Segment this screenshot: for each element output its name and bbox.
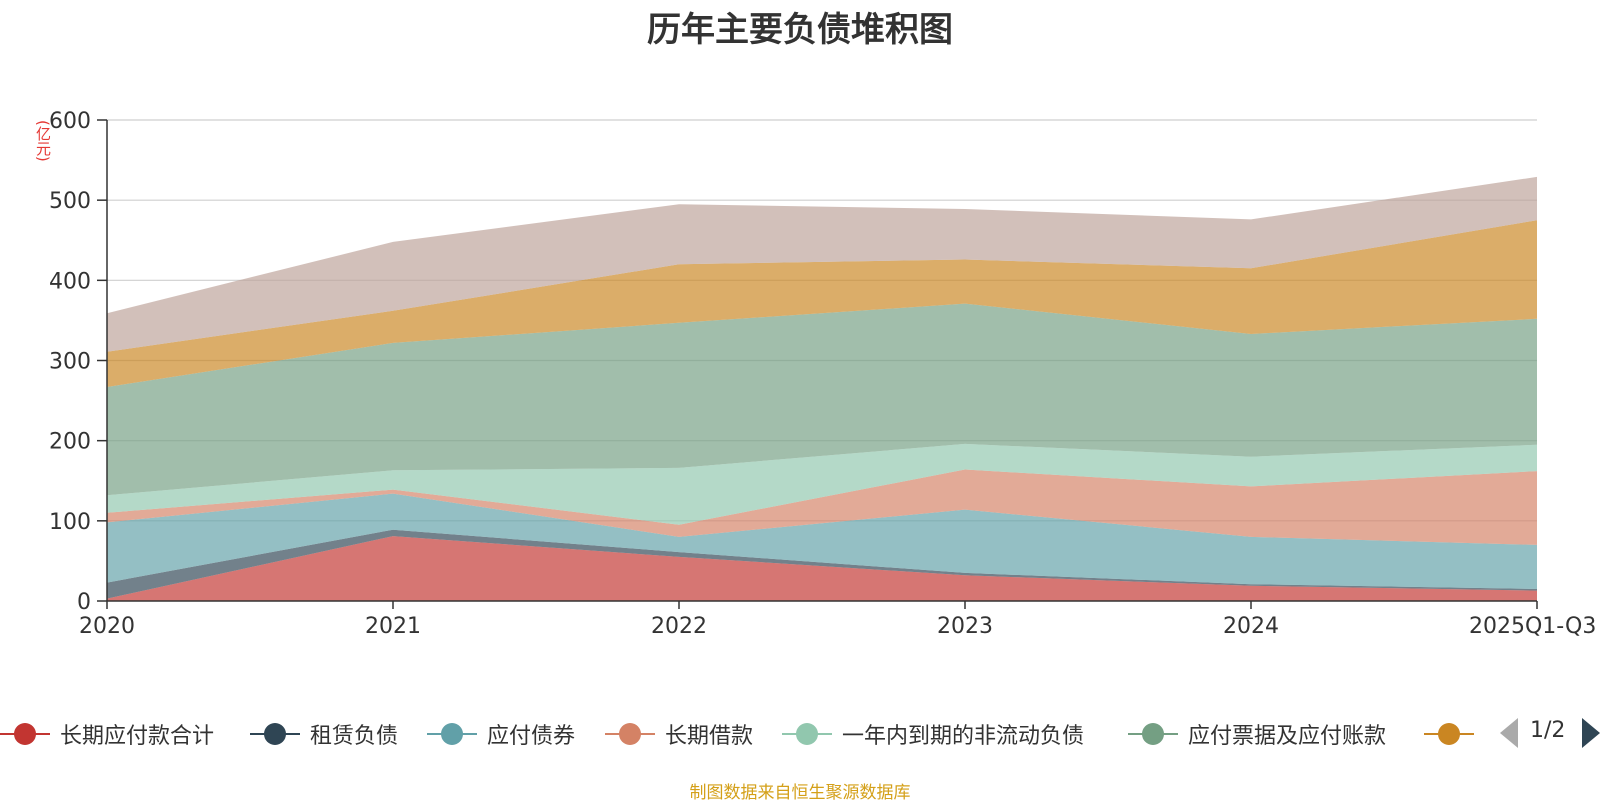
legend-marker-icon bbox=[605, 721, 655, 747]
area-series[interactable] bbox=[107, 529, 1537, 599]
legend-marker-icon bbox=[782, 721, 832, 747]
x-tick-label: 2023 bbox=[937, 614, 993, 639]
legend-item[interactable]: 长期应付款合计 bbox=[0, 716, 214, 752]
legend-label: 应付债券 bbox=[487, 724, 576, 749]
legend-label: 租赁负债 bbox=[310, 724, 399, 749]
legend-label: 长期应付款合计 bbox=[60, 724, 215, 749]
y-tick-label: 500 bbox=[49, 189, 91, 214]
legend-marker-icon bbox=[427, 721, 477, 747]
legend-item[interactable]: 租赁负债 bbox=[250, 716, 398, 752]
legend-marker-icon bbox=[1128, 721, 1178, 747]
legend-page-indicator: 1/2 bbox=[1530, 718, 1566, 743]
area-series[interactable] bbox=[107, 176, 1537, 352]
x-tick-label: 2020 bbox=[79, 614, 135, 639]
stacked-areas bbox=[107, 176, 1537, 601]
legend-label: 应付票据及应付账款 bbox=[1188, 724, 1387, 749]
legend-label: 一年内到期的非流动负债 bbox=[842, 724, 1085, 749]
y-tick-label: 0 bbox=[77, 590, 91, 615]
area-series[interactable] bbox=[107, 469, 1537, 545]
area-series[interactable] bbox=[107, 536, 1537, 601]
y-tick-label: 600 bbox=[49, 109, 91, 134]
area-series[interactable] bbox=[107, 303, 1537, 496]
legend-item[interactable]: 一年内到期的非流动负债 bbox=[782, 716, 1084, 752]
legend-next-page-icon[interactable] bbox=[1582, 718, 1600, 748]
area-series[interactable] bbox=[107, 220, 1537, 387]
x-tick-label: 2021 bbox=[365, 614, 421, 639]
x-tick-label: 2022 bbox=[651, 614, 707, 639]
source-note: 制图数据来自恒生聚源数据库 bbox=[689, 783, 911, 803]
legend-marker-icon bbox=[1424, 721, 1474, 747]
legend-item[interactable]: 应付票据及应付账款 bbox=[1128, 716, 1386, 752]
legend-label: 长期借款 bbox=[665, 724, 754, 749]
legend-marker-icon bbox=[250, 721, 300, 747]
chart-canvas: 0 100 200 300 400 500 600 2020 2021 2022 2023 2024 2… bbox=[49, 109, 1596, 639]
legend: 长期应付款合计 租赁负债 应付债券 长期借款 一年内到期的非流动负债 应付票据及应付账款 bbox=[0, 716, 1600, 752]
legend-item[interactable]: 长期借款 bbox=[605, 716, 753, 752]
x-tick-label: 2025Q1-Q3 bbox=[1469, 614, 1596, 639]
legend-prev-page-icon[interactable] bbox=[1500, 718, 1518, 748]
y-tick-label: 400 bbox=[49, 269, 91, 294]
chart-title: 历年主要负债堆积图 bbox=[647, 10, 953, 50]
axes bbox=[97, 119, 1538, 609]
area-series[interactable] bbox=[107, 443, 1537, 525]
y-tick-label: 300 bbox=[49, 350, 91, 375]
y-tick-label: 200 bbox=[49, 430, 91, 455]
y-axis-unit-label: (亿元) bbox=[34, 120, 52, 162]
legend-item[interactable]: 应付债券 bbox=[427, 716, 575, 752]
tick-labels: 0 100 200 300 400 500 600 2020 2021 2022 2023 2024 2… bbox=[49, 109, 1596, 639]
x-tick-label: 2024 bbox=[1223, 614, 1279, 639]
y-tick-label: 100 bbox=[49, 510, 91, 535]
legend-item[interactable] bbox=[1424, 716, 1474, 752]
legend-marker-icon bbox=[0, 721, 50, 747]
area-series[interactable] bbox=[107, 493, 1537, 589]
